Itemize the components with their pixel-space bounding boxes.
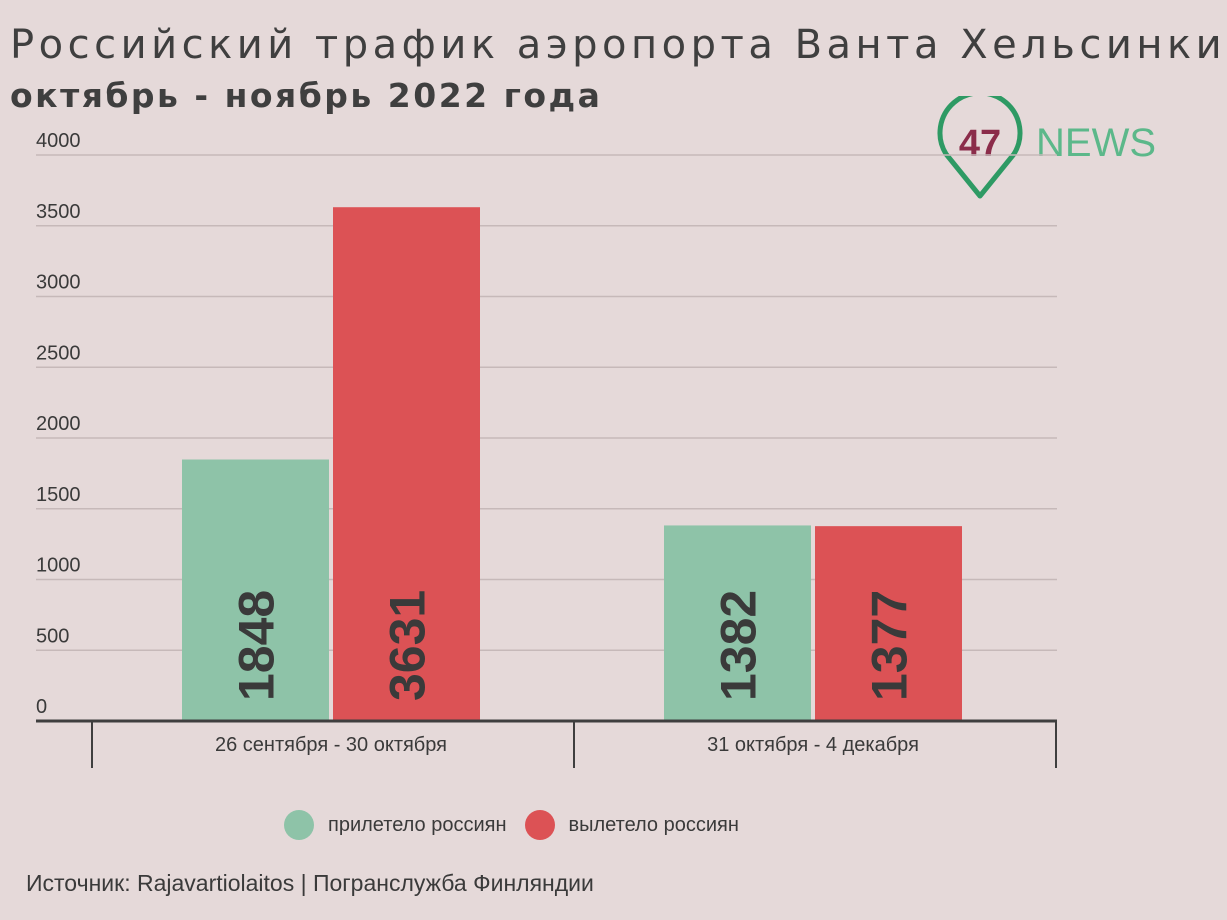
legend-label-arrived: прилетело россиян: [328, 813, 507, 836]
logo-pin-icon: [937, 96, 1023, 199]
bar-value-label: 1848: [229, 590, 285, 701]
legend-item-arrived: прилетело россиян: [284, 810, 507, 840]
logo-number: 47: [959, 123, 1001, 165]
y-tick-label: 500: [36, 625, 69, 647]
logo-text: NEWS: [1036, 121, 1156, 165]
bar-value-label: 3631: [380, 590, 436, 701]
bar-departed: [333, 207, 480, 721]
bars: [182, 207, 962, 721]
y-tick-label: 2500: [36, 342, 81, 364]
y-tick-label: 1500: [36, 484, 81, 506]
source-note: Источник: Rajavartiolaitos | Погранслужб…: [26, 870, 594, 896]
x-tick-label: 26 сентября - 30 октября: [215, 734, 447, 756]
x-tick-label: 31 октября - 4 декабря: [707, 734, 919, 756]
47news-logo: 47 NEWS: [937, 96, 1156, 199]
bar-chart: 1848 3631 1382 1377 0 500 1000 1500 2000 2500 300…: [36, 130, 1057, 768]
legend-label-departed: вылетело россиян: [568, 813, 739, 836]
bar-value-labels: 1848 3631 1382 1377: [229, 590, 918, 701]
y-tick-label: 0: [36, 696, 47, 718]
legend-item-departed: вылетело россиян: [524, 810, 739, 840]
bar-arrived: [664, 525, 811, 721]
bar-departed: [815, 526, 962, 721]
y-tick-label: 4000: [36, 130, 81, 152]
legend-swatch-departed: [524, 810, 555, 840]
y-tick-label: 1000: [36, 555, 81, 577]
bar-arrived: [182, 459, 329, 721]
y-tick-label: 3500: [36, 201, 81, 223]
chart-subtitle: октябрь - ноябрь 2022 года: [10, 76, 603, 115]
x-axis: 26 сентября - 30 октября 31 октября - 4 д…: [36, 719, 1057, 768]
chart-title: Российский трафик аэропорта Ванта Хельси…: [10, 22, 1227, 68]
bar-value-label: 1382: [711, 590, 767, 701]
y-axis-ticks: 0 500 1000 1500 2000 2500 3000 3500 4000: [36, 130, 81, 718]
legend: прилетело россиян вылетело россиян: [284, 810, 757, 840]
y-tick-label: 3000: [36, 272, 81, 294]
bar-value-label: 1377: [862, 590, 918, 701]
y-tick-label: 2000: [36, 413, 81, 435]
legend-swatch-arrived: [284, 810, 314, 840]
